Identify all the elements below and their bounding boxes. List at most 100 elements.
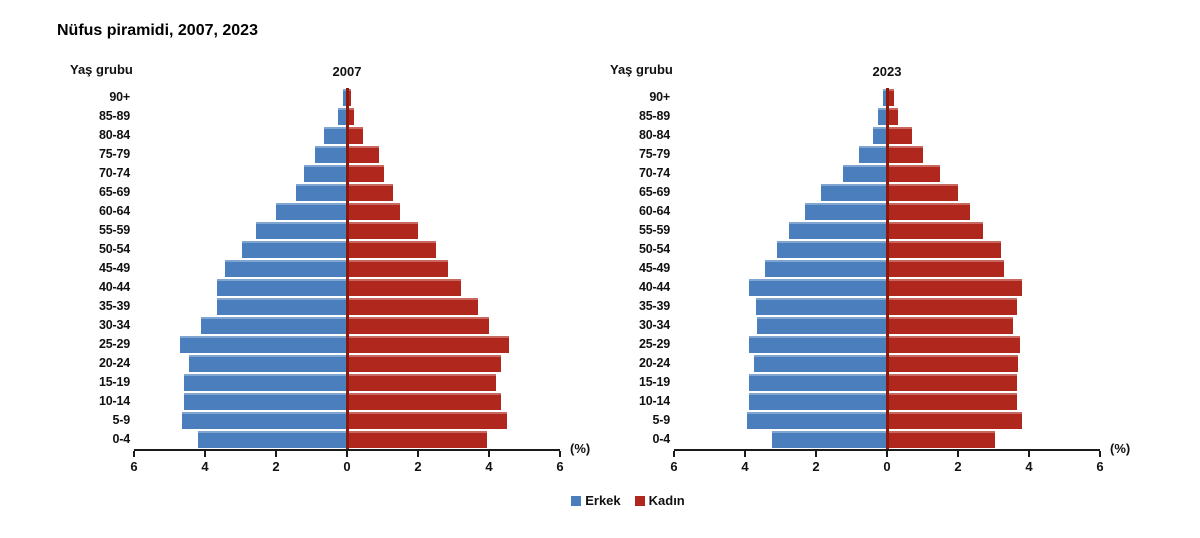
age-group-label: 10-14 (99, 394, 130, 408)
age-group-label: 75-79 (639, 147, 670, 161)
row-plot (674, 354, 1100, 373)
percent-unit-label: (%) (1110, 441, 1131, 456)
age-group-label: 80-84 (639, 128, 670, 142)
pyramid-row: 85-89 (558, 107, 1114, 126)
pyramid-row: 5-9 (18, 411, 574, 430)
pyramid-rows: 90+ 85-89 80-84 75-79 70-74 65-69 60-64 55-59 50… (558, 88, 1114, 449)
axis-tick-label: 0 (883, 459, 891, 474)
page-title: Nüfus piramidi, 2007, 2023 (57, 22, 258, 39)
pyramid-row: 15-19 (558, 373, 1114, 392)
male-bar (748, 278, 887, 296)
row-plot (674, 297, 1100, 316)
male-bar (256, 221, 347, 239)
female-bar (347, 278, 461, 296)
age-group-label: 60-64 (639, 204, 670, 218)
pyramid-row: 60-64 (558, 202, 1114, 221)
age-group-label: 55-59 (639, 223, 670, 237)
axis-tick (744, 451, 746, 457)
pyramid-row: 50-54 (18, 240, 574, 259)
axis-tick (886, 451, 888, 457)
age-group-label: 20-24 (99, 356, 130, 370)
age-group-label: 0-4 (652, 432, 671, 446)
pyramid-row: 65-69 (18, 183, 574, 202)
row-plot (674, 430, 1100, 449)
axis-tick-label: 6 (1096, 459, 1104, 474)
row-plot (134, 278, 560, 297)
chart-header: Yaş grubu 2007 (18, 55, 574, 88)
axis-tick (559, 451, 561, 457)
axis-tick (488, 451, 490, 457)
pyramid-rows: 90+ 85-89 80-84 75-79 70-74 65-69 60-64 55-59 50… (18, 88, 574, 449)
row-plot (674, 107, 1100, 126)
male-bar (338, 107, 347, 125)
age-group-label: 35-39 (99, 299, 130, 313)
age-group-label: 20-24 (639, 356, 670, 370)
axis-tick (275, 451, 277, 457)
percent-unit-label: (%) (570, 441, 591, 456)
male-bar (180, 335, 347, 353)
row-plot (674, 335, 1100, 354)
row-plot (674, 88, 1100, 107)
axis-tick-label: 4 (201, 459, 209, 474)
male-bar (858, 145, 887, 163)
row-plot (134, 221, 560, 240)
male-bar (771, 430, 887, 448)
male-bar (872, 126, 887, 144)
male-bar (189, 354, 347, 372)
male-bar (748, 335, 887, 353)
male-bar (276, 202, 347, 220)
male-bar (295, 183, 347, 201)
female-bar (887, 221, 983, 239)
row-plot (674, 183, 1100, 202)
female-bar (347, 221, 418, 239)
axis-tick-label: 0 (343, 459, 351, 474)
row-plot (674, 202, 1100, 221)
age-group-label: 85-89 (99, 109, 130, 123)
row-plot (674, 240, 1100, 259)
age-group-label: 55-59 (99, 223, 130, 237)
pyramid-row: 85-89 (18, 107, 574, 126)
pyramid-row: 35-39 (558, 297, 1114, 316)
pyramid-row: 90+ (18, 88, 574, 107)
axis-tick-label: 2 (812, 459, 820, 474)
row-plot (134, 392, 560, 411)
legend: Erkek Kadın (0, 493, 1200, 508)
chart-year-title: 2023 (872, 64, 902, 79)
row-plot (674, 259, 1100, 278)
pyramid-row: 65-69 (558, 183, 1114, 202)
y-axis-title: Yaş grubu (610, 62, 673, 77)
axis-tick-label: 4 (1025, 459, 1033, 474)
female-bar (887, 88, 895, 106)
pyramid-row: 45-49 (558, 259, 1114, 278)
row-plot (134, 354, 560, 373)
pyramid-row: 55-59 (18, 221, 574, 240)
pyramid-row: 50-54 (558, 240, 1114, 259)
male-bar (753, 354, 887, 372)
age-group-label: 40-44 (99, 280, 130, 294)
female-bar (347, 392, 502, 410)
female-bar (887, 335, 1021, 353)
pyramid-chart: Yaş grubu 2007 90+ 85-89 80-84 75-79 70-74 65… (18, 55, 590, 475)
axis-tick (346, 451, 348, 457)
row-plot (674, 411, 1100, 430)
female-bar (347, 335, 509, 353)
age-group-label: 65-69 (639, 185, 670, 199)
chart-header: Yaş grubu 2023 (558, 55, 1114, 88)
male-bar (748, 392, 887, 410)
axis-tick (133, 451, 135, 457)
row-plot (134, 297, 560, 316)
axis-tick (815, 451, 817, 457)
female-bar (347, 411, 507, 429)
row-plot (674, 373, 1100, 392)
male-bar (789, 221, 887, 239)
age-group-label: 50-54 (99, 242, 130, 256)
male-bar (764, 259, 887, 277)
row-plot (134, 335, 560, 354)
female-bar (887, 430, 996, 448)
row-plot (134, 126, 560, 145)
female-bar (887, 126, 912, 144)
male-bar (315, 145, 347, 163)
axis-tick-label: 2 (272, 459, 280, 474)
pyramid-row: 10-14 (558, 392, 1114, 411)
